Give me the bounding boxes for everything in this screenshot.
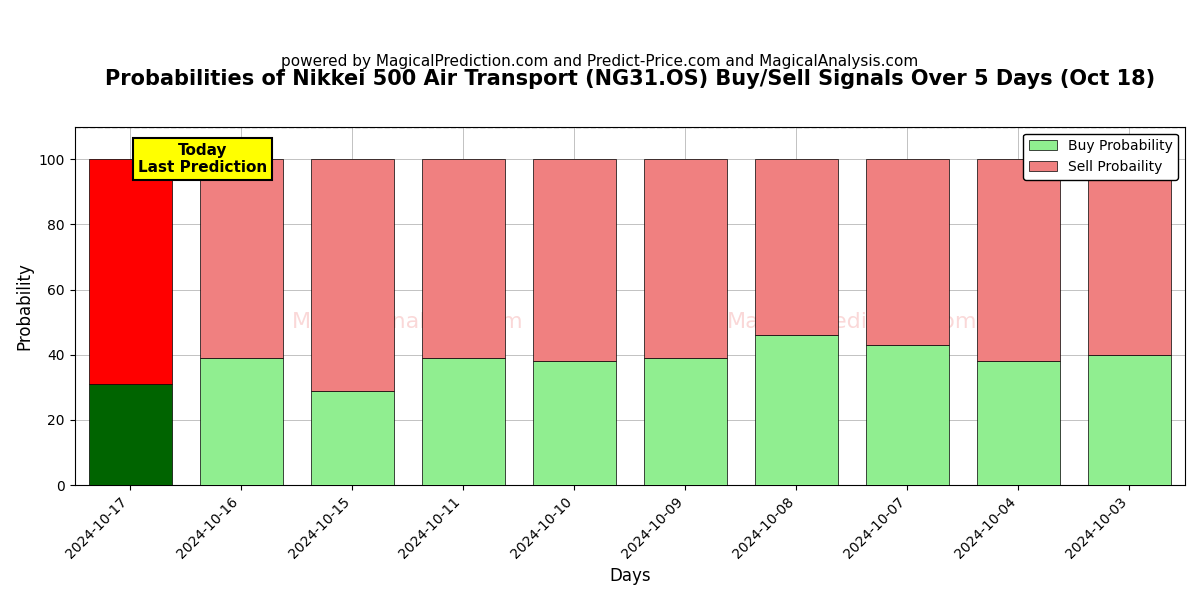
Bar xyxy=(199,159,283,358)
Title: Probabilities of Nikkei 500 Air Transport (NG31.OS) Buy/Sell Signals Over 5 Days: Probabilities of Nikkei 500 Air Transpor… xyxy=(104,69,1154,89)
Bar xyxy=(199,358,283,485)
X-axis label: Days: Days xyxy=(610,567,650,585)
Bar xyxy=(421,159,505,358)
Legend: Buy Probability, Sell Probaility: Buy Probability, Sell Probaility xyxy=(1024,134,1178,179)
Bar xyxy=(89,159,172,384)
Text: Today
Last Prediction: Today Last Prediction xyxy=(138,143,266,175)
Bar xyxy=(643,358,727,485)
Bar xyxy=(755,159,838,335)
Bar xyxy=(1088,159,1171,355)
Text: powered by MagicalPrediction.com and Predict-Price.com and MagicalAnalysis.com: powered by MagicalPrediction.com and Pre… xyxy=(281,54,919,69)
Bar xyxy=(533,159,616,361)
Bar xyxy=(311,159,394,391)
Bar xyxy=(977,159,1060,361)
Text: MagicalPrediction.com: MagicalPrediction.com xyxy=(727,312,977,332)
Bar xyxy=(89,384,172,485)
Bar xyxy=(1088,355,1171,485)
Bar xyxy=(865,159,949,345)
Text: MagicalAnalysis.com: MagicalAnalysis.com xyxy=(292,312,523,332)
Bar xyxy=(533,361,616,485)
Bar xyxy=(643,159,727,358)
Bar xyxy=(977,361,1060,485)
Bar xyxy=(865,345,949,485)
Y-axis label: Probability: Probability xyxy=(16,262,34,350)
Bar xyxy=(311,391,394,485)
Bar xyxy=(421,358,505,485)
Bar xyxy=(755,335,838,485)
